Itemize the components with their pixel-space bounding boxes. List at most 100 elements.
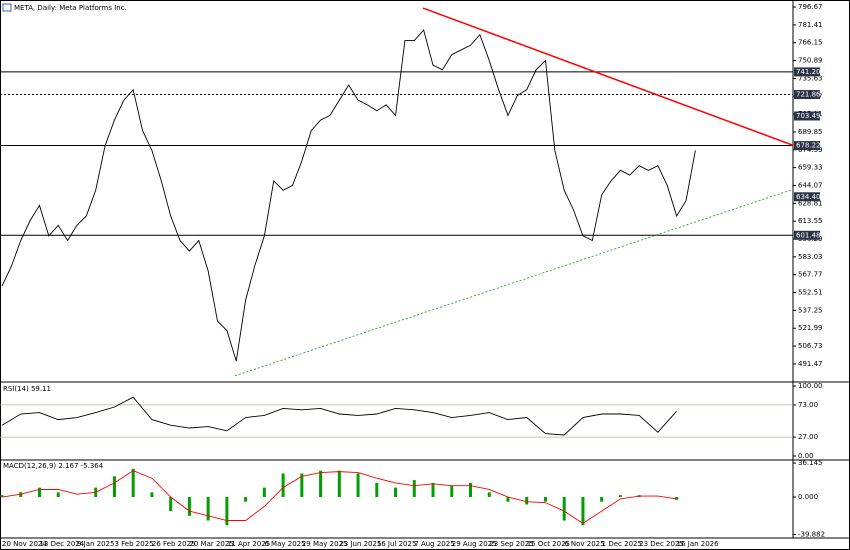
histogram-bar — [600, 497, 604, 502]
histogram-bar — [150, 492, 154, 498]
y-tick-label: 735.63 — [798, 74, 823, 82]
y-tick-label: 552.51 — [798, 289, 823, 297]
rsi-title: RSI(14) 59.11 — [3, 385, 51, 393]
y-tick-label: 567.77 — [798, 271, 823, 279]
histogram-bar — [319, 470, 323, 498]
x-tick-label: 29 May 2025 — [302, 540, 348, 548]
y-tick-label: 36.145 — [798, 459, 823, 467]
y-tick-label: 506.73 — [798, 342, 823, 350]
y-tick-label: 583.03 — [798, 253, 823, 261]
level-label: 703.49 — [796, 112, 821, 120]
level-label-box — [794, 67, 820, 77]
macd-title: MACD(12,26,9) 2.167 -5.364 — [3, 462, 104, 470]
y-tick-label: 73.00 — [798, 401, 818, 409]
histogram-bar — [131, 468, 135, 498]
y-tick-label: 644.07 — [798, 181, 823, 189]
y-tick-label: 613.55 — [798, 217, 823, 225]
x-tick-label: 23 Dec 2025 — [639, 540, 684, 548]
histogram-bar — [112, 476, 116, 498]
histogram-bar — [169, 497, 173, 512]
histogram-bar — [487, 492, 491, 498]
histogram-bar — [394, 487, 398, 498]
histogram-bar — [206, 497, 210, 521]
histogram-bar — [675, 497, 679, 500]
histogram-bar — [412, 480, 416, 498]
histogram-bar — [469, 482, 472, 498]
y-tick-label: 796.67 — [798, 3, 823, 11]
histogram-bar — [543, 497, 547, 502]
y-tick-label: 689.85 — [798, 128, 823, 136]
y-tick-label: 0.00 — [798, 452, 814, 460]
x-tick-label: 9 Jan 2025 — [77, 540, 115, 548]
trendline — [422, 7, 793, 147]
plot-area — [1, 7, 793, 377]
series-line — [1, 470, 677, 524]
y-tick-label: 100.00 — [798, 382, 823, 390]
x-tick-label: 6 Nov 2025 — [564, 540, 604, 548]
level-label: 678.22 — [796, 142, 821, 150]
level-label: 741.20 — [796, 68, 821, 76]
x-tick-label: 16 Jan 2026 — [677, 540, 720, 548]
plot-area — [0, 468, 679, 526]
level-label-box — [794, 230, 820, 240]
x-tick-label: 23 Jun 2025 — [339, 540, 381, 548]
chart-title: META, Daily: Meta Platforms Inc. — [14, 4, 127, 12]
y-tick-label: 781.41 — [798, 21, 823, 29]
histogram-bar — [244, 497, 248, 502]
trendline — [234, 188, 793, 377]
x-tick-label: 6 May 2025 — [264, 540, 305, 548]
histogram-bar — [525, 497, 529, 505]
x-tick-label: 20 Nov 2024 — [2, 540, 47, 548]
histogram-bar — [56, 492, 60, 498]
y-tick-label: 628.81 — [798, 199, 823, 207]
x-tick-label: 11 Apr 2025 — [227, 540, 270, 548]
y-tick-label: 27.00 — [798, 433, 818, 441]
histogram-bar — [506, 497, 510, 502]
y-tick-label: -39.882 — [798, 531, 825, 539]
y-tick-label: 659.33 — [798, 164, 823, 172]
y-tick-label: 0.000 — [798, 493, 818, 501]
histogram-bar — [431, 482, 435, 498]
histogram-bar — [187, 497, 191, 516]
x-tick-label: 16 Jul 2025 — [377, 540, 417, 548]
plot-area — [1, 396, 677, 436]
level-label-box — [794, 90, 820, 100]
y-tick-label: 750.89 — [798, 57, 823, 65]
x-tick-label: 15 Oct 2025 — [527, 540, 570, 548]
x-tick-label: 23 Sep 2025 — [489, 540, 533, 548]
histogram-bar — [0, 495, 4, 498]
series-line — [1, 396, 677, 436]
histogram-bar — [618, 495, 622, 498]
x-tick-label: 20 Mar 2025 — [189, 540, 233, 548]
histogram-bar — [581, 497, 585, 526]
histogram-bar — [375, 482, 379, 498]
histogram-bar — [356, 473, 360, 498]
x-tick-label: 13 Dec 2024 — [39, 540, 84, 548]
histogram-bar — [37, 487, 41, 498]
level-label-box — [794, 141, 820, 151]
y-tick-label: 537.25 — [798, 306, 823, 314]
y-tick-label: 521.99 — [798, 324, 823, 332]
symbol-icon — [2, 3, 12, 12]
histogram-bar — [225, 497, 229, 526]
x-tick-label: 29 Aug 2025 — [452, 540, 497, 548]
level-label: 601.48 — [796, 231, 821, 239]
level-label: 634.40 — [796, 193, 821, 201]
histogram-bar — [262, 487, 266, 498]
level-label-box — [794, 192, 820, 202]
series-line — [1, 29, 696, 362]
x-tick-label: 26 Feb 2025 — [152, 540, 196, 548]
y-tick-label: 766.15 — [798, 39, 823, 47]
histogram-bar — [450, 485, 454, 498]
histogram-bar — [337, 470, 341, 498]
level-label: 721.86 — [796, 91, 821, 99]
x-tick-label: 1 Dec 2025 — [602, 540, 642, 548]
x-tick-label: 7 Aug 2025 — [414, 540, 454, 548]
y-tick-label: 491.47 — [798, 360, 823, 368]
level-label-box — [794, 111, 820, 121]
histogram-bar — [562, 497, 566, 521]
histogram-bar — [300, 473, 304, 498]
histogram-bar — [281, 473, 285, 498]
